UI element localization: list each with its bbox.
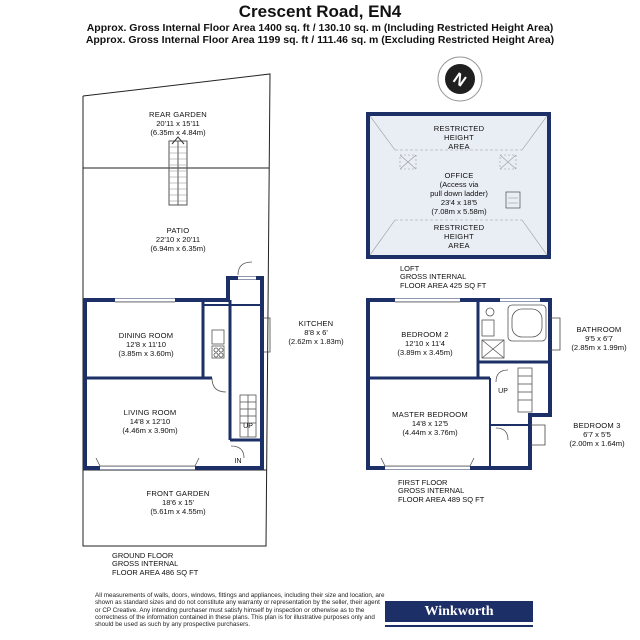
room-label-bedroom-2: BEDROOM 2 12'10 x 11'4 (3.89m x 3.45m): [397, 330, 453, 357]
ground-floor-walls: [83, 276, 264, 470]
restricted-area-top-label: RESTRICTED HEIGHT AREA: [433, 124, 485, 151]
room-label-front-garden: FRONT GARDEN 18'6 x 15' (5.61m x 4.55m): [146, 489, 210, 516]
room-label-office: OFFICE (Access via pull down ladder) 23'…: [430, 171, 488, 216]
stairs-up-marker: UP: [243, 423, 253, 430]
ground-floor-area: GROUND FLOOR GROSS INTERNAL FLOOR AREA 4…: [112, 551, 199, 577]
room-label-bedroom-3: BEDROOM 3 6'7 x 5'5 (2.00m x 1.64m): [569, 421, 625, 448]
area-including-restricted: Approx. Gross Internal Floor Area 1400 s…: [86, 22, 554, 34]
ground-floor-plan: [82, 73, 271, 547]
room-label-master-bedroom: MASTER BEDROOM 14'8 x 12'5 (4.44m x 3.76…: [392, 410, 468, 437]
room-label-living: LIVING ROOM 14'8 x 12'10 (4.46m x 3.90m): [122, 408, 178, 435]
page-title: Crescent Road, EN4: [238, 2, 402, 21]
first-floor-walls: [366, 298, 552, 470]
loft-plan: [366, 112, 551, 259]
room-label-kitchen: KITCHEN 8'8 x 6' (2.62m x 1.83m): [288, 319, 344, 346]
brand-underline: [385, 625, 533, 627]
room-label-rear-garden: REAR GARDEN 20'11 x 15'11 (6.35m x 4.84m…: [149, 110, 207, 137]
entrance-marker: IN: [234, 458, 242, 465]
loft-floor-area: LOFT GROSS INTERNAL FLOOR AREA 425 SQ FT: [400, 264, 487, 290]
first-floor-stairs-marker: UP: [498, 388, 508, 395]
disclaimer-text: All measurements of walls, doors, window…: [95, 592, 385, 629]
brand-logo: Winkworth: [385, 601, 533, 622]
north-arrow-icon: N: [437, 56, 483, 102]
restricted-area-bottom-label: RESTRICTED HEIGHT AREA: [433, 223, 485, 250]
area-excluding-restricted: Approx. Gross Internal Floor Area 1199 s…: [85, 34, 555, 46]
room-label-dining: DINING ROOM 12'8 x 11'10 (3.85m x 3.60m): [118, 331, 174, 358]
first-floor-area: FIRST FLOOR GROSS INTERNAL FLOOR AREA 48…: [398, 478, 485, 504]
room-label-patio: PATIO 22'10 x 20'11 (6.94m x 6.35m): [150, 226, 206, 253]
room-label-bathroom: BATHROOM 9'5 x 6'7 (2.85m x 1.99m): [571, 325, 627, 352]
